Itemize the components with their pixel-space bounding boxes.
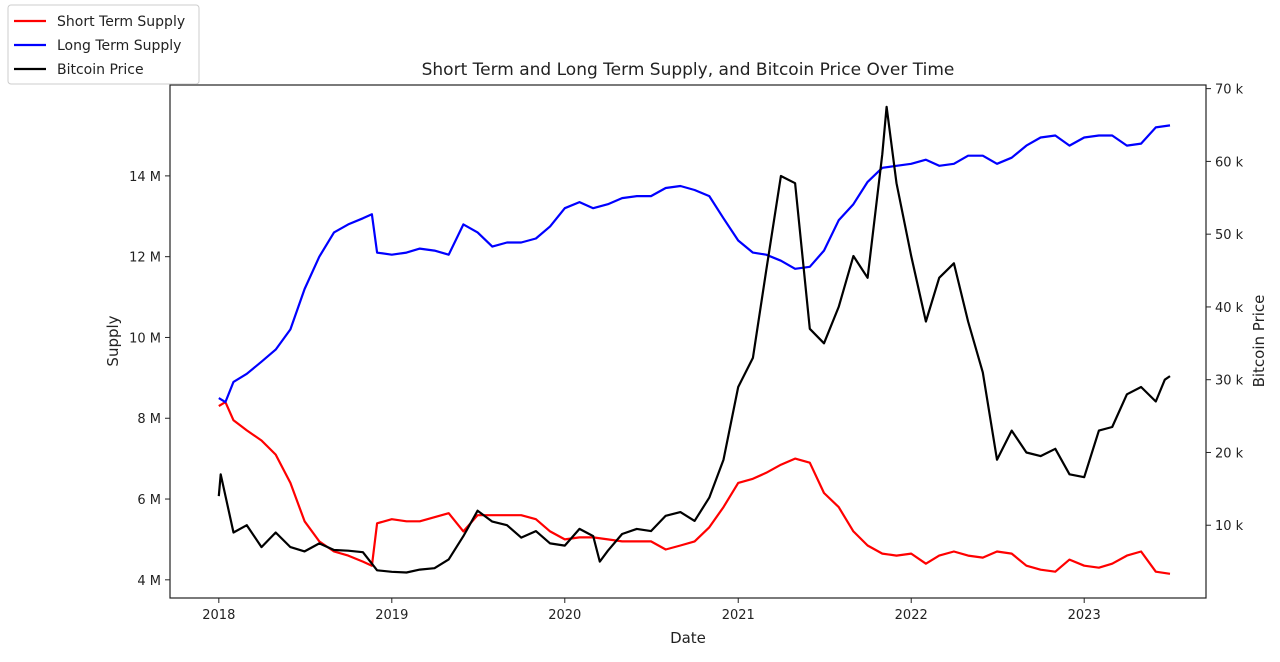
legend-label: Short Term Supply xyxy=(57,14,185,30)
series-line-bitcoin-price xyxy=(217,105,1171,574)
y2-tick-label: 30 k xyxy=(1215,374,1244,389)
x-tick-label: 2022 xyxy=(895,608,928,623)
y-tick-label: 12 M xyxy=(129,251,161,266)
x-tick-label: 2020 xyxy=(548,608,581,623)
series-line-long-term-supply xyxy=(218,124,1171,404)
legend-box xyxy=(7,4,200,85)
x-tick-label: 2021 xyxy=(722,608,755,623)
plot-area xyxy=(217,105,1171,575)
y2-tick-label: 60 k xyxy=(1215,155,1244,170)
x-tick-label: 2019 xyxy=(375,608,408,623)
y2-axis-label: Bitcoin Price xyxy=(1250,295,1268,388)
y-tick-label: 8 M xyxy=(137,412,161,427)
legend: Short Term Supply Long Term Supply Bitcoin… xyxy=(7,4,200,85)
y2-tick-label: 20 k xyxy=(1215,446,1244,461)
y2-tick-label: 10 k xyxy=(1215,519,1244,534)
y2-tick-label: 70 k xyxy=(1215,83,1244,98)
y2-tick-label: 50 k xyxy=(1215,228,1244,243)
x-tick-label: 2018 xyxy=(202,608,235,623)
x-axis-label: Date xyxy=(670,629,706,647)
axes: 2018 2019 2020 2021 2022 2023 4 M 6 M 8 M 10 M 12 … xyxy=(129,83,1244,623)
series-line-short-term-supply xyxy=(218,401,1171,575)
y2-tick-label: 40 k xyxy=(1215,301,1244,316)
y-tick-label: 10 M xyxy=(129,331,161,346)
x-tick-label: 2023 xyxy=(1068,608,1101,623)
chart-title: Short Term and Long Term Supply, and Bit… xyxy=(422,60,955,80)
legend-label: Long Term Supply xyxy=(57,38,181,54)
y-axis-label: Supply xyxy=(104,315,122,366)
y-tick-label: 14 M xyxy=(129,170,161,185)
y-tick-label: 6 M xyxy=(137,493,161,508)
plot-frame xyxy=(169,84,1207,599)
legend-label: Bitcoin Price xyxy=(57,62,144,78)
y-tick-label: 4 M xyxy=(137,574,161,589)
